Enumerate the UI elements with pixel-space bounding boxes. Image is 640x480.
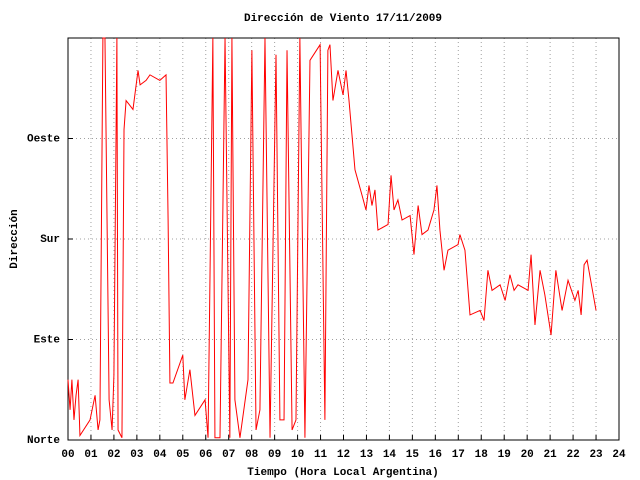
x-tick-label: 00 (61, 449, 74, 461)
x-tick-label: 02 (107, 449, 120, 461)
x-tick-label: 16 (429, 449, 442, 461)
x-axis-label: Tiempo (Hora Local Argentina) (247, 467, 438, 479)
x-tick-label: 14 (383, 449, 397, 461)
y-tick-label: Norte (27, 435, 60, 447)
x-tick-label: 15 (406, 449, 420, 461)
x-tick-label: 12 (337, 449, 350, 461)
x-tick-label: 01 (84, 449, 98, 461)
y-tick-label: Sur (40, 234, 60, 246)
x-tick-label: 11 (314, 449, 328, 461)
x-tick-label: 19 (498, 449, 511, 461)
chart-title: Dirección de Viento 17/11/2009 (244, 13, 442, 25)
y-tick-label: Este (34, 334, 61, 346)
y-axis-label: Dirección (9, 209, 21, 268)
x-tick-label: 17 (452, 449, 465, 461)
x-tick-label: 22 (566, 449, 579, 461)
x-tick-label: 06 (199, 449, 212, 461)
plot-frame (67, 37, 620, 441)
x-tick-label: 03 (130, 449, 144, 461)
x-tick-label: 23 (589, 449, 603, 461)
x-tick-label: 09 (268, 449, 281, 461)
x-tick-label: 07 (222, 449, 235, 461)
x-tick-label: 05 (176, 449, 190, 461)
y-tick-label: Oeste (27, 133, 60, 145)
x-tick-label: 04 (153, 449, 167, 461)
x-tick-label: 08 (245, 449, 259, 461)
x-tick-label: 20 (521, 449, 534, 461)
x-tick-label: 24 (612, 449, 626, 461)
x-tick-label: 10 (291, 449, 304, 461)
x-tick-label: 13 (360, 449, 374, 461)
x-tick-label: 18 (475, 449, 489, 461)
data-line (67, 37, 597, 439)
x-tick-label: 21 (544, 449, 558, 461)
